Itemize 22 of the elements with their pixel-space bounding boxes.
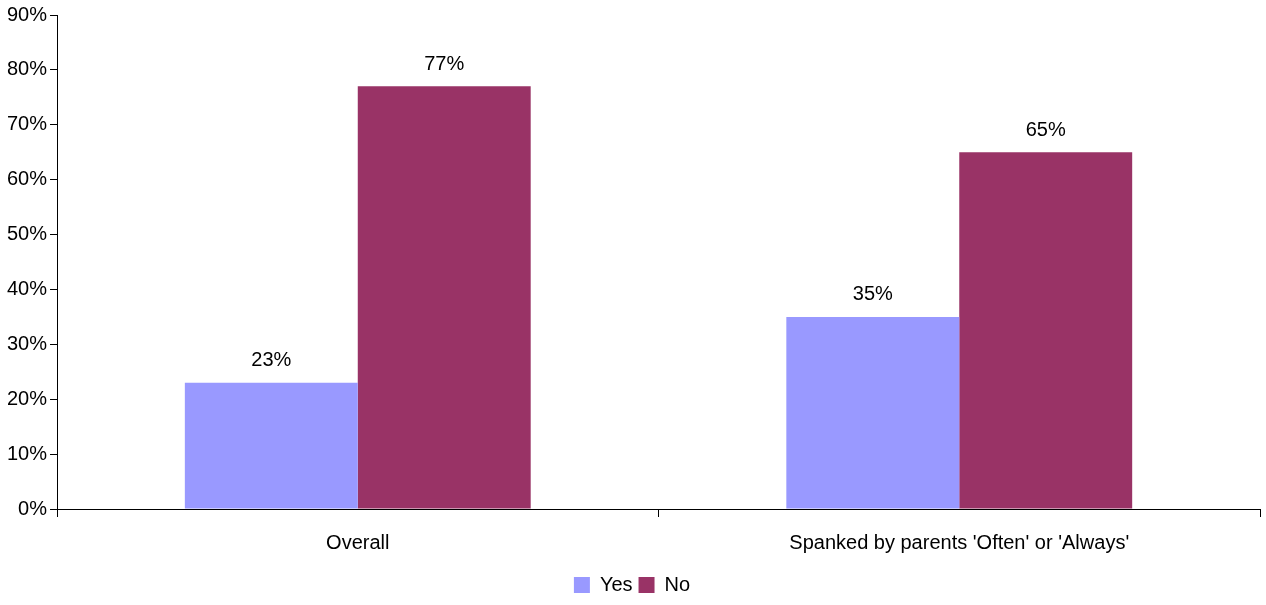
data-label: 65% (1025, 117, 1066, 140)
data-label: 77% (424, 51, 465, 74)
y-tick-label: 50% (7, 222, 48, 245)
data-label: 23% (251, 348, 292, 371)
y-tick-label: 30% (7, 331, 48, 354)
y-tick-label: 90% (7, 2, 48, 25)
legend-label: No (664, 572, 691, 595)
x-tick-label: Overall (326, 530, 390, 553)
y-tick-label: 70% (7, 112, 48, 135)
y-tick-label: 60% (7, 167, 48, 190)
bar (357, 86, 531, 509)
y-tick-label: 40% (7, 276, 48, 299)
x-tick-label: Spanked by parents 'Often' or 'Always' (789, 530, 1130, 553)
y-tick-label: 20% (7, 386, 48, 409)
y-tick-label: 0% (18, 496, 48, 519)
bar (959, 152, 1133, 509)
y-tick-label: 80% (7, 57, 48, 80)
bar (184, 382, 358, 509)
bar (786, 316, 960, 509)
y-tick-label: 10% (7, 441, 48, 464)
data-label: 35% (852, 282, 894, 305)
legend-label: Yes (599, 572, 633, 595)
